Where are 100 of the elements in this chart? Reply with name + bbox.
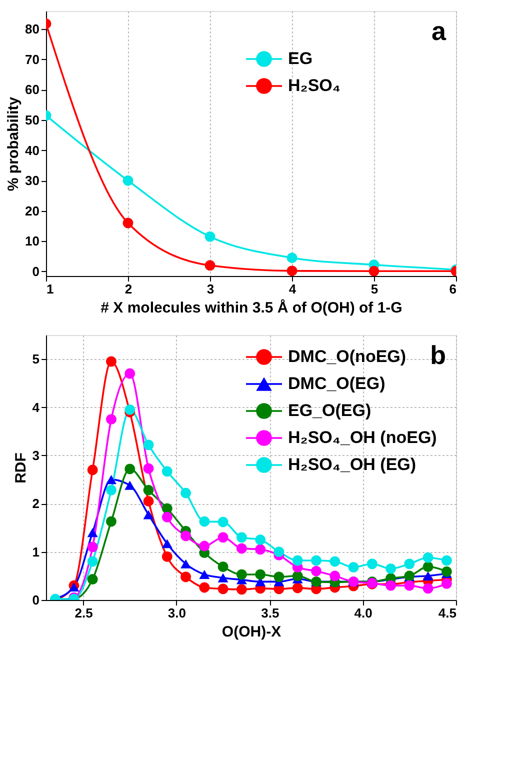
y-tick-label: 3: [32, 448, 40, 463]
point: [106, 484, 116, 496]
y-tick-label: 30: [25, 173, 40, 188]
point: [404, 580, 415, 591]
y-tick-label: 80: [25, 22, 40, 37]
legend-label: DMC_O(noEG): [288, 347, 406, 366]
y-tick-label: 70: [25, 52, 40, 67]
legend-label: H₂SO₄_OH (EG): [288, 455, 416, 474]
y-tick-label: 50: [25, 112, 40, 128]
point: [386, 563, 396, 574]
x-tick-label: 4: [288, 282, 297, 296]
point: [292, 555, 303, 566]
point: [330, 556, 340, 567]
legend-label: H₂SO₄: [288, 76, 340, 95]
point: [274, 572, 284, 582]
point: [255, 534, 266, 546]
x-tick-label: 2.5: [74, 606, 93, 620]
y-tick-label: 60: [25, 82, 40, 98]
x-tick-label: 3: [206, 282, 214, 296]
point: [124, 464, 136, 474]
point: [236, 532, 247, 543]
y-tick-label: 20: [25, 203, 40, 218]
point: [441, 578, 452, 589]
x-tick-label: 1: [46, 282, 54, 296]
x-axis-title: # X molecules within 3.5 Å of O(OH) of 1-G: [100, 298, 402, 316]
point: [124, 480, 136, 490]
point: [422, 562, 434, 572]
point: [218, 532, 228, 543]
point: [143, 510, 154, 520]
point: [180, 530, 192, 542]
y-tick-label: 2: [32, 496, 40, 512]
point: [441, 566, 452, 577]
point: [87, 464, 98, 476]
point: [404, 558, 415, 570]
x-tick-label: 2: [124, 282, 132, 296]
legend-label: EG_O(EG): [288, 401, 372, 420]
point: [124, 404, 136, 415]
x-tick-label: 4.5: [438, 606, 456, 620]
point: [180, 559, 192, 568]
point: [236, 569, 247, 580]
point: [143, 496, 154, 506]
point: [199, 516, 210, 527]
point: [286, 266, 298, 276]
annotation: a: [432, 16, 447, 46]
point: [106, 356, 116, 367]
point: [124, 368, 136, 379]
x-tick-label: 6: [449, 282, 456, 296]
point: [87, 574, 98, 585]
point: [204, 231, 216, 242]
point: [218, 573, 228, 582]
point: [236, 543, 247, 554]
point: [255, 544, 266, 555]
point: [286, 252, 298, 264]
y-tick-label: 0: [32, 264, 40, 279]
point: [274, 546, 284, 558]
point: [218, 516, 228, 528]
legend-label: DMC_O(EG): [288, 374, 386, 393]
point: [180, 488, 192, 498]
legend-label: EG: [288, 49, 313, 68]
x-tick-label: 3.5: [261, 606, 280, 620]
point: [87, 556, 98, 567]
x-tick-label: 4.0: [354, 606, 372, 620]
point: [162, 512, 172, 522]
point: [366, 558, 378, 570]
y-tick-label: 4: [32, 400, 40, 415]
point: [292, 570, 303, 582]
y-tick-label: 10: [25, 234, 40, 249]
point: [87, 542, 98, 552]
point: [441, 555, 452, 566]
point: [348, 562, 359, 572]
point: [143, 463, 154, 474]
point: [218, 562, 228, 572]
point: [162, 551, 172, 562]
point: [330, 570, 340, 582]
y-axis-title: RDF: [12, 452, 30, 484]
point: [199, 570, 210, 580]
y-tick-label: 5: [32, 352, 40, 367]
x-tick-label: 3.0: [168, 606, 186, 620]
x-axis-title: O(OH)-X: [222, 624, 282, 640]
point: [255, 569, 266, 580]
y-tick-label: 0: [32, 592, 40, 608]
point: [422, 571, 434, 580]
point: [180, 572, 192, 582]
point: [162, 539, 172, 548]
point: [199, 540, 210, 552]
point: [422, 552, 434, 563]
point: [106, 414, 116, 425]
y-tick-label: 40: [25, 142, 40, 158]
y-axis-title: % probability: [5, 96, 22, 192]
point: [199, 582, 210, 593]
point: [310, 555, 322, 566]
x-tick-label: 5: [370, 282, 378, 296]
point: [236, 584, 247, 595]
point: [310, 566, 322, 576]
point: [218, 584, 228, 594]
point: [87, 528, 98, 538]
point: [106, 475, 116, 484]
annotation: b: [430, 340, 446, 370]
y-tick-label: 1: [32, 544, 40, 560]
point: [143, 484, 154, 496]
